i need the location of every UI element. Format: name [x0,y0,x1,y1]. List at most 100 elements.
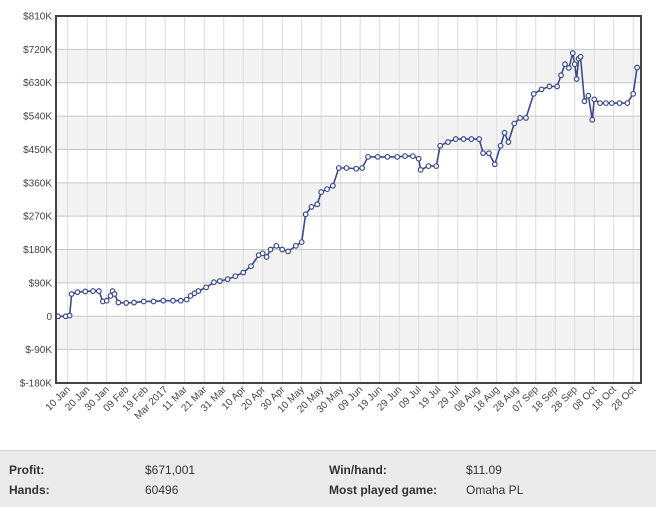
plot-band [56,249,641,283]
data-point [343,165,350,171]
data-point [505,139,512,145]
profit-chart: $810K $720K $630K $540K $450K $360K $270K $180K… [19,11,642,422]
data-point [417,166,424,173]
data-point [425,163,432,170]
data-point [437,142,444,149]
data-point [501,129,508,136]
win-per-hand-value: $11.09 [466,463,502,477]
data-point [263,254,270,260]
data-point [324,186,330,193]
data-point [140,298,147,305]
data-point [558,72,564,79]
data-point [285,248,291,255]
data-point [511,120,518,127]
data-point [318,189,325,195]
data-point [581,98,588,105]
data-point [170,297,176,304]
data-point [195,288,202,294]
y-tick-label: $180K [23,245,52,256]
data-point [585,92,592,99]
data-point [273,242,280,249]
data-point [603,100,609,107]
data-point [66,312,73,319]
y-tick-label: $720K [23,45,52,56]
data-point [68,291,75,297]
data-point [74,289,81,296]
data-point [597,100,603,107]
hands-value: 60496 [145,483,179,497]
y-tick-label: $360K [23,178,52,189]
data-point [292,242,299,249]
data-point [298,239,305,246]
profit-label: Profit: [9,463,45,477]
data-point [591,96,598,103]
data-point [183,296,190,303]
y-tick-label: $630K [23,78,52,89]
data-point [394,153,401,160]
data-point [608,100,615,107]
profit-value: $671,001 [145,463,196,477]
y-tick-label: $810K [23,12,52,23]
data-point [131,299,137,306]
plot-band [56,116,641,150]
y-tick-label: $540K [23,112,52,123]
data-point [211,279,217,286]
data-point [538,86,545,93]
y-tick-label: $90K [29,278,53,289]
data-point [433,163,440,170]
data-point [517,115,523,121]
data-point [90,288,96,294]
plot-band [56,82,641,117]
plot-band [56,316,641,350]
y-tick-label: $450K [23,145,52,156]
data-point [187,292,194,299]
y-tick-label: $270K [23,212,52,223]
plot-band [56,216,641,250]
y-axis-tick-labels: $810K $720K $630K $540K $450K $360K $270K $180K… [20,12,53,390]
data-point [115,299,122,306]
data-point [546,83,553,90]
vertical-gridlines [67,16,634,383]
data-point [571,61,578,68]
data-point [523,115,529,121]
data-point [486,150,492,157]
data-point [353,165,360,172]
data-point [160,297,167,304]
data-point [573,76,580,82]
data-point [452,136,459,142]
y-tick-label: $-180K [20,379,53,390]
data-point [562,61,568,68]
data-point [232,273,239,280]
data-point [359,165,366,171]
data-point [530,90,537,97]
data-point [330,182,336,189]
data-point [384,153,391,160]
plot-frame [55,15,642,384]
profit-chart-svg: $810K $720K $630K $540K $450K $360K $270K $180K… [20,12,642,422]
plot-band [56,182,641,217]
data-point [103,297,110,304]
data-point [374,153,381,160]
most-played-game-value: Omaha PL [466,483,524,497]
data-point [177,297,184,304]
data-point [111,291,118,297]
data-point [279,246,286,253]
data-point [569,50,576,56]
hands-label: Hands: [9,483,50,497]
data-point [402,153,408,160]
plot-band [56,16,641,50]
data-point [302,211,309,218]
data-point [415,155,422,162]
data-point [150,298,157,305]
data-point [491,161,498,168]
plot-band [56,49,641,83]
data-point [224,276,231,283]
data-point [409,153,416,160]
data-point [82,288,89,295]
plot-band [56,349,641,383]
data-point [497,142,504,149]
data-point [308,204,315,210]
data-point [267,246,274,253]
data-point [95,288,102,294]
